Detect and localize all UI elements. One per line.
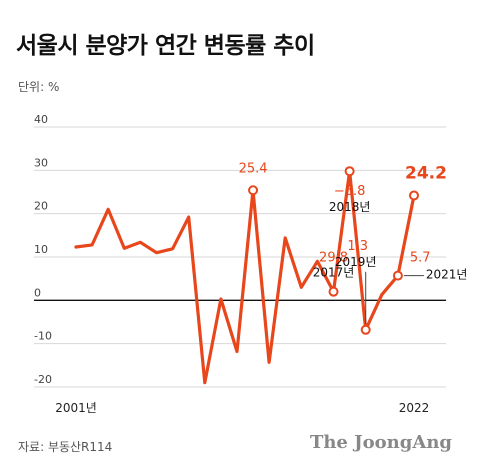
unit-label: 단위: % [18,80,60,94]
data-label: 24.2 [405,163,447,183]
chart-title: 서울시 분양가 연간 변동률 추이 [16,33,315,59]
y-tick-label: -20 [34,373,52,386]
brand-logo: The JoongAng [309,432,452,453]
series-line [74,169,416,385]
annotation-year-label: 2019년 [335,255,377,269]
data-point-marker [392,270,403,281]
data-label: 5.7 [410,251,431,266]
data-point-marker [328,286,339,297]
annotation-year-label: 2017년 [313,266,355,280]
data-point-marker [360,324,371,335]
annotation-year-label: 2018년 [329,200,371,214]
data-point-marker [248,185,259,196]
y-tick-label: 40 [34,113,48,126]
data-label: 25.4 [239,161,268,176]
y-tick-label: 20 [34,200,48,213]
data-label: 29.8 [319,251,348,266]
source-label: 자료: 부동산R114 [18,440,113,454]
data-label: −6.8 [334,184,366,199]
annotation-year-label: 2021년 [426,268,468,282]
data-point-marker [409,190,419,201]
data-point-marker [344,166,355,177]
y-tick-label: -10 [34,330,52,343]
y-tick-label: 0 [34,286,41,299]
data-label: 1.3 [347,239,368,254]
y-tick-label: 30 [34,156,48,169]
x-tick-label: 2001년 [55,401,97,415]
y-tick-label: 10 [34,243,48,256]
x-tick-label: 2022 [399,401,430,415]
